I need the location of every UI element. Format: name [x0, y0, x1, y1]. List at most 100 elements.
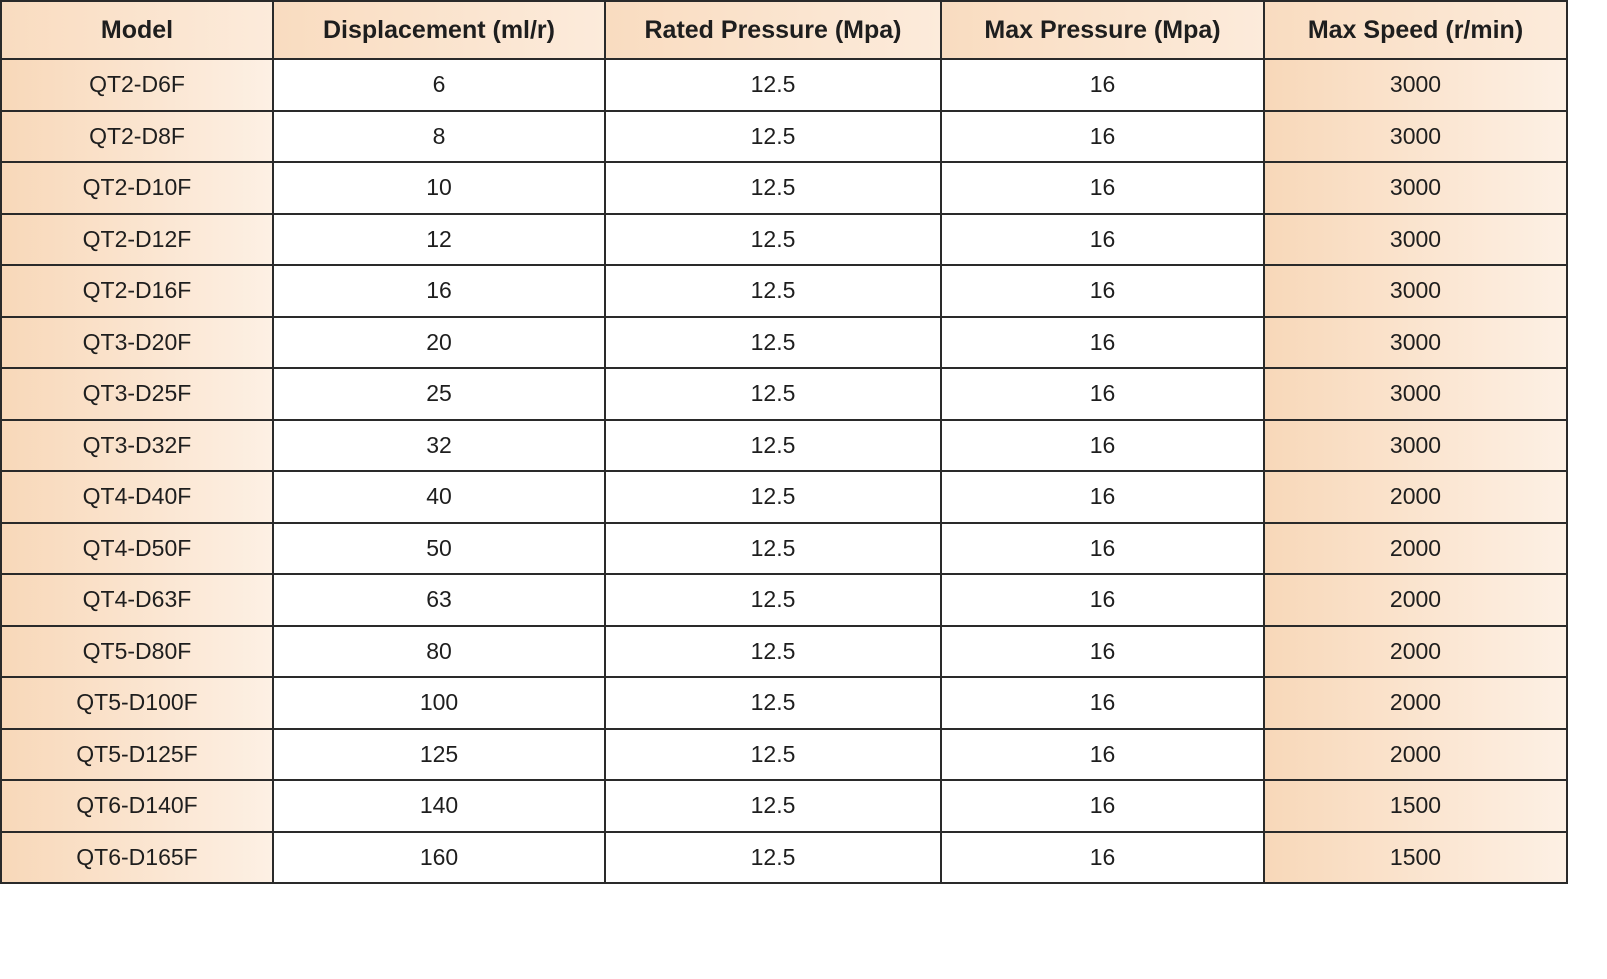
table-cell: QT2-D12F	[0, 212, 274, 266]
table-cell: 2000	[1263, 573, 1568, 627]
table-cell: 16	[272, 264, 606, 318]
header-cell: Rated Pressure (Mpa)	[604, 0, 942, 60]
header-cell: Displacement (ml/r)	[272, 0, 606, 60]
table-cell: 2000	[1263, 727, 1568, 781]
table-cell: 12.5	[604, 161, 942, 215]
table-cell: 12	[272, 212, 606, 266]
table-cell: QT4-D40F	[0, 470, 274, 524]
table-cell: 2000	[1263, 676, 1568, 730]
table-cell: QT5-D100F	[0, 676, 274, 730]
table-cell: 16	[940, 676, 1265, 730]
table-cell: QT5-D80F	[0, 624, 274, 678]
table-row: QT3-D25F 25 12.5 16 3000	[0, 367, 1568, 421]
table-row: QT3-D32F 32 12.5 16 3000	[0, 418, 1568, 472]
table-cell: QT6-D165F	[0, 830, 274, 884]
table-cell: QT3-D20F	[0, 315, 274, 369]
table-row: QT6-D165F 160 12.5 16 1500	[0, 830, 1568, 884]
table-cell: 12.5	[604, 727, 942, 781]
table-cell: 16	[940, 779, 1265, 833]
table-row: QT4-D40F 40 12.5 16 2000	[0, 470, 1568, 524]
spec-table: Model Displacement (ml/r) Rated Pressure (…	[0, 0, 1568, 884]
table-cell: 12.5	[604, 470, 942, 524]
table-cell: 2000	[1263, 624, 1568, 678]
table-cell: 3000	[1263, 109, 1568, 163]
table-row: QT2-D16F 16 12.5 16 3000	[0, 264, 1568, 318]
table-cell: 63	[272, 573, 606, 627]
table-row: QT5-D125F 125 12.5 16 2000	[0, 727, 1568, 781]
table-cell: 12.5	[604, 418, 942, 472]
table-head: Model Displacement (ml/r) Rated Pressure (…	[0, 0, 1568, 60]
table-row: QT6-D140F 140 12.5 16 1500	[0, 779, 1568, 833]
table-cell: QT2-D8F	[0, 109, 274, 163]
table-body: QT2-D6F 6 12.5 16 3000 QT2-D8F 8 12.5 16 3000 QT2-…	[0, 58, 1568, 884]
table-cell: 12.5	[604, 109, 942, 163]
table-cell: 12.5	[604, 521, 942, 575]
table-cell: 12.5	[604, 264, 942, 318]
table-cell: 3000	[1263, 367, 1568, 421]
table-cell: 12.5	[604, 58, 942, 112]
table-cell: 12.5	[604, 573, 942, 627]
table-cell: 80	[272, 624, 606, 678]
table-cell: 32	[272, 418, 606, 472]
table-cell: 16	[940, 573, 1265, 627]
table-cell: 1500	[1263, 779, 1568, 833]
table-cell: 16	[940, 367, 1265, 421]
header-row: Model Displacement (ml/r) Rated Pressure (…	[0, 0, 1568, 60]
table-cell: 25	[272, 367, 606, 421]
table-cell: 3000	[1263, 315, 1568, 369]
table-row: QT2-D6F 6 12.5 16 3000	[0, 58, 1568, 112]
table-cell: 3000	[1263, 212, 1568, 266]
table-cell: QT4-D63F	[0, 573, 274, 627]
table-cell: 16	[940, 727, 1265, 781]
table-cell: 16	[940, 418, 1265, 472]
table-cell: 16	[940, 58, 1265, 112]
table-cell: 140	[272, 779, 606, 833]
table-row: QT4-D50F 50 12.5 16 2000	[0, 521, 1568, 575]
table-cell: 16	[940, 109, 1265, 163]
header-cell: Model	[0, 0, 274, 60]
table-cell: 100	[272, 676, 606, 730]
table-cell: 125	[272, 727, 606, 781]
table-cell: QT2-D16F	[0, 264, 274, 318]
table-cell: 10	[272, 161, 606, 215]
table-cell: 16	[940, 470, 1265, 524]
table-row: QT2-D8F 8 12.5 16 3000	[0, 109, 1568, 163]
table-cell: 12.5	[604, 676, 942, 730]
table-cell: QT5-D125F	[0, 727, 274, 781]
table-cell: 16	[940, 521, 1265, 575]
table-cell: 16	[940, 315, 1265, 369]
table-row: QT2-D10F 10 12.5 16 3000	[0, 161, 1568, 215]
table-cell: 50	[272, 521, 606, 575]
table-cell: 16	[940, 161, 1265, 215]
table-cell: 40	[272, 470, 606, 524]
table-cell: 16	[940, 624, 1265, 678]
table-cell: 12.5	[604, 779, 942, 833]
table-cell: QT4-D50F	[0, 521, 274, 575]
table-cell: 12.5	[604, 212, 942, 266]
table-row: QT5-D80F 80 12.5 16 2000	[0, 624, 1568, 678]
header-cell: Max Pressure (Mpa)	[940, 0, 1265, 60]
table-cell: 12.5	[604, 367, 942, 421]
table-row: QT5-D100F 100 12.5 16 2000	[0, 676, 1568, 730]
table-cell: QT6-D140F	[0, 779, 274, 833]
table-cell: 6	[272, 58, 606, 112]
table-cell: 3000	[1263, 264, 1568, 318]
table-cell: QT3-D32F	[0, 418, 274, 472]
table-cell: 1500	[1263, 830, 1568, 884]
table-cell: 3000	[1263, 161, 1568, 215]
table-cell: QT2-D10F	[0, 161, 274, 215]
table-row: QT4-D63F 63 12.5 16 2000	[0, 573, 1568, 627]
table-cell: 12.5	[604, 624, 942, 678]
table-cell: 12.5	[604, 315, 942, 369]
table-cell: 12.5	[604, 830, 942, 884]
table-cell: 16	[940, 264, 1265, 318]
table-row: QT3-D20F 20 12.5 16 3000	[0, 315, 1568, 369]
table-cell: 8	[272, 109, 606, 163]
table-cell: 16	[940, 212, 1265, 266]
table-cell: 20	[272, 315, 606, 369]
table-cell: 160	[272, 830, 606, 884]
table-cell: 3000	[1263, 58, 1568, 112]
header-cell: Max Speed (r/min)	[1263, 0, 1568, 60]
table-cell: 16	[940, 830, 1265, 884]
